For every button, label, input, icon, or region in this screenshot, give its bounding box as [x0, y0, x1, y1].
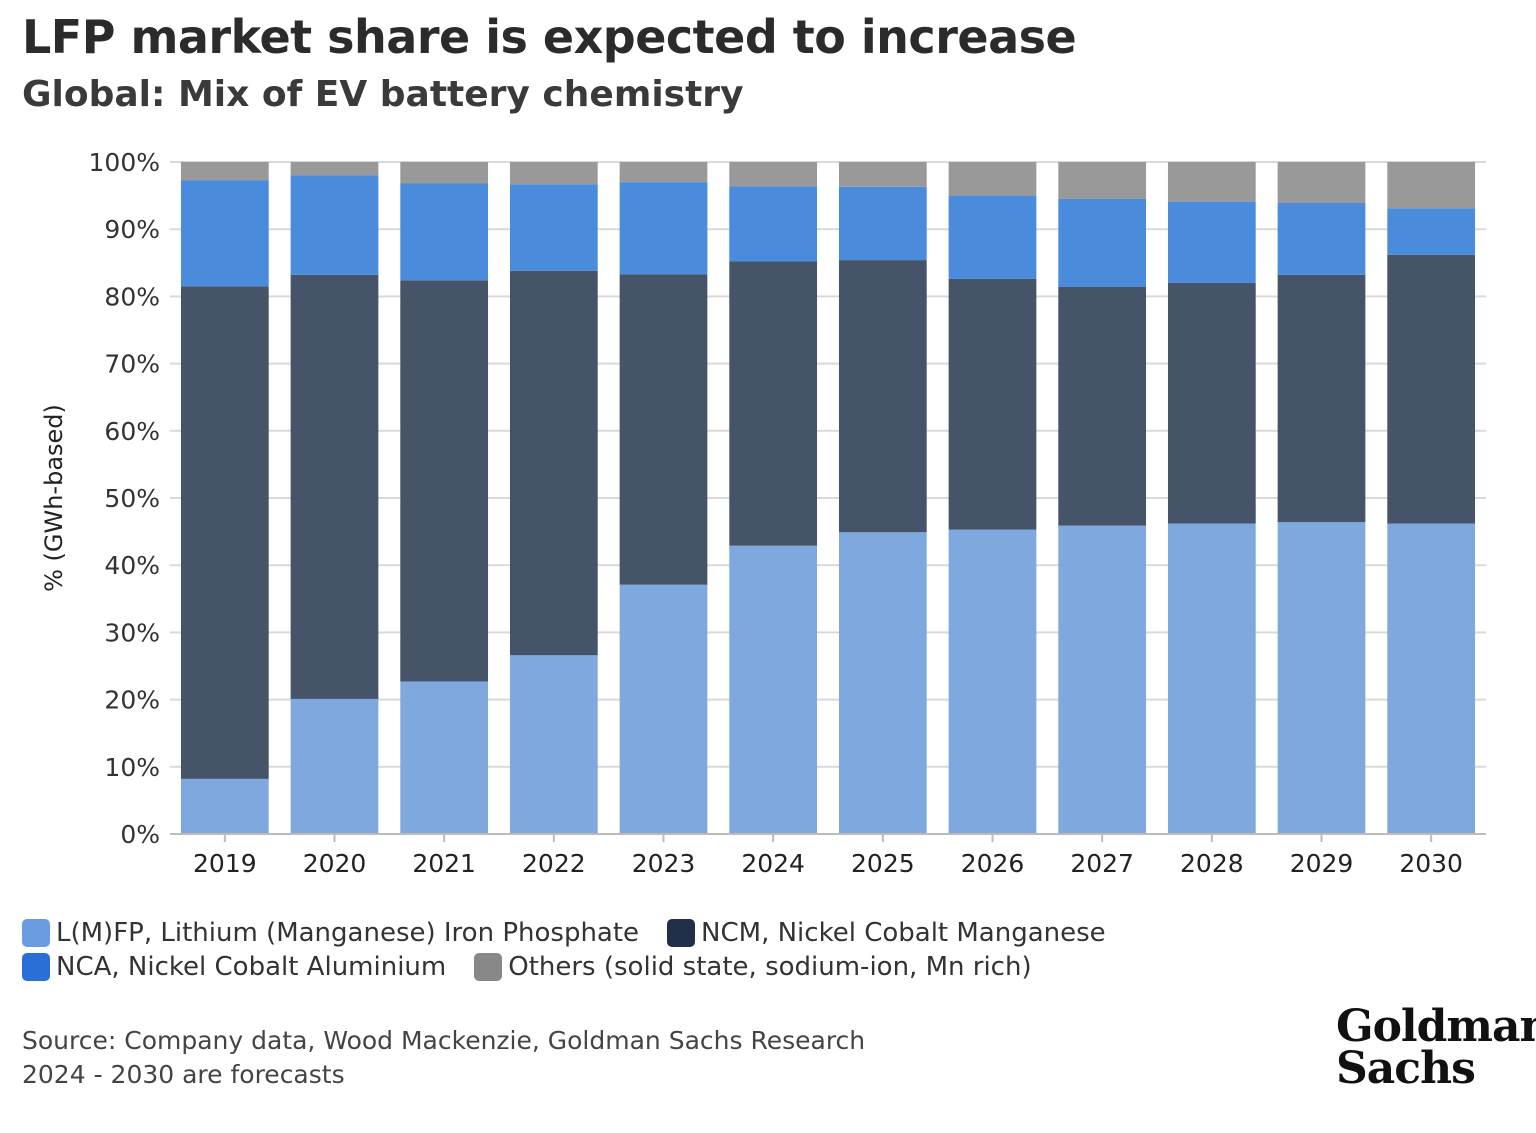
bar-segment	[1277, 162, 1366, 203]
bar-segment	[729, 261, 818, 546]
x-tick-label: 2019	[193, 849, 257, 878]
y-tick-label: 80%	[104, 282, 160, 311]
x-tick-label: 2030	[1399, 849, 1463, 878]
bar-segment	[619, 584, 708, 834]
bar-segment	[180, 778, 269, 834]
bar-segment	[400, 280, 489, 682]
bar-segment	[400, 183, 489, 281]
y-tick-label: 60%	[104, 417, 160, 446]
bar-segment	[948, 278, 1037, 530]
bar-segment	[400, 162, 489, 184]
bar-segment	[1058, 286, 1147, 526]
x-tick-label: 2028	[1180, 849, 1244, 878]
bar-segment	[729, 162, 818, 187]
y-tick-label: 20%	[104, 686, 160, 715]
bar-segment	[729, 545, 818, 834]
legend-item-nca: NCA, Nickel Cobalt Aluminium	[22, 952, 446, 982]
bar-segment	[180, 180, 269, 287]
y-tick-label: 40%	[104, 551, 160, 580]
source-note: Source: Company data, Wood Mackenzie, Go…	[22, 1024, 865, 1092]
y-tick-label: 100%	[89, 148, 160, 177]
y-tick-label: 30%	[104, 618, 160, 647]
bar-segment	[1058, 525, 1147, 834]
legend-swatch-others	[474, 953, 503, 981]
bar-segment	[1167, 282, 1256, 524]
x-tick-label: 2023	[632, 849, 696, 878]
bar-segment	[1277, 274, 1366, 523]
bar-segment	[290, 162, 379, 176]
bar-segment	[1277, 522, 1366, 834]
bar-segment	[1167, 201, 1256, 283]
legend-label-others: Others (solid state, sodium-ion, Mn rich…	[508, 952, 1032, 982]
legend-item-others: Others (solid state, sodium-ion, Mn rich…	[474, 952, 1032, 982]
x-tick-label: 2029	[1290, 849, 1354, 878]
goldman-sachs-logo: Goldman Sachs	[1336, 1001, 1536, 1094]
stacked-bar-chart: 0% 10% 20% 30% 40% 50% 60% 70% 80% 90% 100% % (GWh-…	[40, 148, 1486, 878]
bar-segment	[290, 175, 379, 275]
bar-segment	[290, 698, 379, 834]
bar-segment	[509, 655, 598, 834]
logo-line-2: Sachs	[1336, 1043, 1476, 1094]
legend-row-1: L(M)FP, Lithium (Manganese) Iron Phospha…	[22, 916, 1134, 950]
bar-segment	[838, 162, 927, 187]
x-tick-label: 2022	[522, 849, 586, 878]
bar-segment	[1058, 162, 1147, 199]
bar-segment	[1387, 523, 1476, 834]
bar-segment	[1387, 254, 1476, 524]
y-tick-label: 0%	[120, 820, 160, 849]
bar-segment	[729, 186, 818, 262]
bar-segment	[1277, 202, 1366, 275]
y-tick-label: 50%	[104, 484, 160, 513]
legend-swatch-ncm	[667, 919, 696, 947]
x-tick-label: 2026	[961, 849, 1025, 878]
bar-segment	[1167, 162, 1256, 202]
bar-segment	[619, 182, 708, 275]
bar-segment	[1058, 198, 1147, 287]
legend-item-ncm: NCM, Nickel Cobalt Manganese	[667, 918, 1106, 948]
bar-segment	[400, 681, 489, 834]
x-tick-label: 2021	[412, 849, 476, 878]
legend-label-ncm: NCM, Nickel Cobalt Manganese	[701, 918, 1106, 948]
bar-segment	[619, 274, 708, 585]
legend-swatch-nca	[22, 953, 50, 981]
legend-swatch-lfp	[22, 919, 50, 947]
bar-segment	[509, 270, 598, 656]
bar-segment	[180, 162, 269, 181]
bar-segment	[180, 286, 269, 779]
bar-segment	[1387, 162, 1476, 209]
y-tick-label: 70%	[104, 350, 160, 379]
chart-title: LFP market share is expected to increase	[22, 10, 1077, 64]
bar-segment	[619, 162, 708, 183]
chart-subtitle: Global: Mix of EV battery chemistry	[22, 74, 744, 115]
bar-segment	[948, 162, 1037, 196]
x-tick-label: 2027	[1070, 849, 1134, 878]
logo-line-1: Goldman	[1336, 1001, 1536, 1052]
bar-segment	[1167, 523, 1256, 834]
legend-item-lfp: L(M)FP, Lithium (Manganese) Iron Phospha…	[22, 918, 639, 948]
bar-segment	[838, 532, 927, 834]
y-axis-label: % (GWh-based)	[40, 404, 68, 592]
bar-segment	[509, 162, 598, 185]
forecast-note: 2024 - 2030 are forecasts	[22, 1060, 345, 1089]
legend-label-lfp: L(M)FP, Lithium (Manganese) Iron Phospha…	[56, 918, 640, 948]
legend-row-2: NCA, Nickel Cobalt Aluminium Others (sol…	[22, 950, 1134, 984]
y-tick-label: 10%	[104, 753, 160, 782]
legend-label-nca: NCA, Nickel Cobalt Aluminium	[56, 952, 447, 982]
x-tick-label: 2024	[741, 849, 805, 878]
source-text: Source: Company data, Wood Mackenzie, Go…	[22, 1026, 866, 1055]
bar-segment	[948, 195, 1037, 279]
bar-segment	[948, 529, 1037, 834]
bar-segment	[838, 186, 927, 261]
legend: L(M)FP, Lithium (Manganese) Iron Phospha…	[22, 916, 1134, 984]
x-tick-label: 2025	[851, 849, 915, 878]
bar-segment	[509, 184, 598, 271]
bar-segment	[290, 274, 379, 699]
y-tick-label: 90%	[104, 215, 160, 244]
bar-segment	[838, 260, 927, 533]
bar-segment	[1387, 208, 1476, 255]
x-tick-label: 2020	[303, 849, 367, 878]
